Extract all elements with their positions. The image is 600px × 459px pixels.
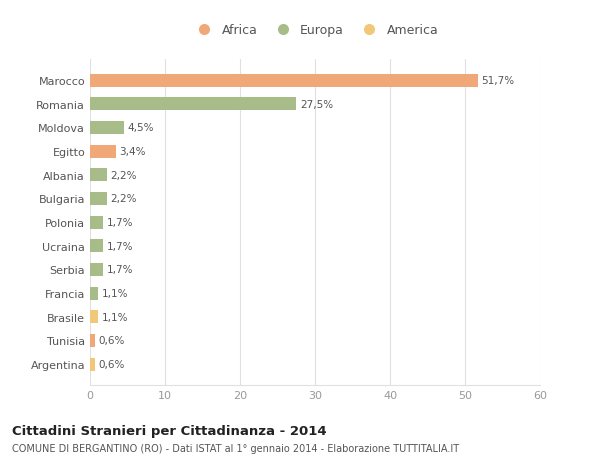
Text: 1,1%: 1,1% [102,312,128,322]
Text: 1,7%: 1,7% [107,218,133,228]
Text: Cittadini Stranieri per Cittadinanza - 2014: Cittadini Stranieri per Cittadinanza - 2… [12,424,326,437]
Text: 1,7%: 1,7% [107,241,133,251]
Bar [90,311,98,324]
Bar [90,192,107,206]
Bar [90,169,107,182]
Text: 0,6%: 0,6% [98,336,125,346]
Bar [90,216,103,229]
Bar [90,263,103,276]
Bar [90,240,103,253]
Text: 3,4%: 3,4% [119,147,146,157]
Text: 2,2%: 2,2% [110,170,137,180]
Text: 4,5%: 4,5% [128,123,154,133]
Text: 1,1%: 1,1% [102,288,128,298]
Text: 51,7%: 51,7% [482,76,515,86]
Text: COMUNE DI BERGANTINO (RO) - Dati ISTAT al 1° gennaio 2014 - Elaborazione TUTTITA: COMUNE DI BERGANTINO (RO) - Dati ISTAT a… [12,443,459,453]
Bar [90,334,95,347]
Text: 1,7%: 1,7% [107,265,133,275]
Text: 27,5%: 27,5% [300,100,333,110]
Bar [90,287,98,300]
Bar [90,74,478,88]
Bar [90,358,95,371]
Bar [90,146,115,158]
Text: 0,6%: 0,6% [98,359,125,369]
Bar [90,122,124,134]
Text: 2,2%: 2,2% [110,194,137,204]
Bar [90,98,296,111]
Legend: Africa, Europa, America: Africa, Europa, America [188,20,442,41]
